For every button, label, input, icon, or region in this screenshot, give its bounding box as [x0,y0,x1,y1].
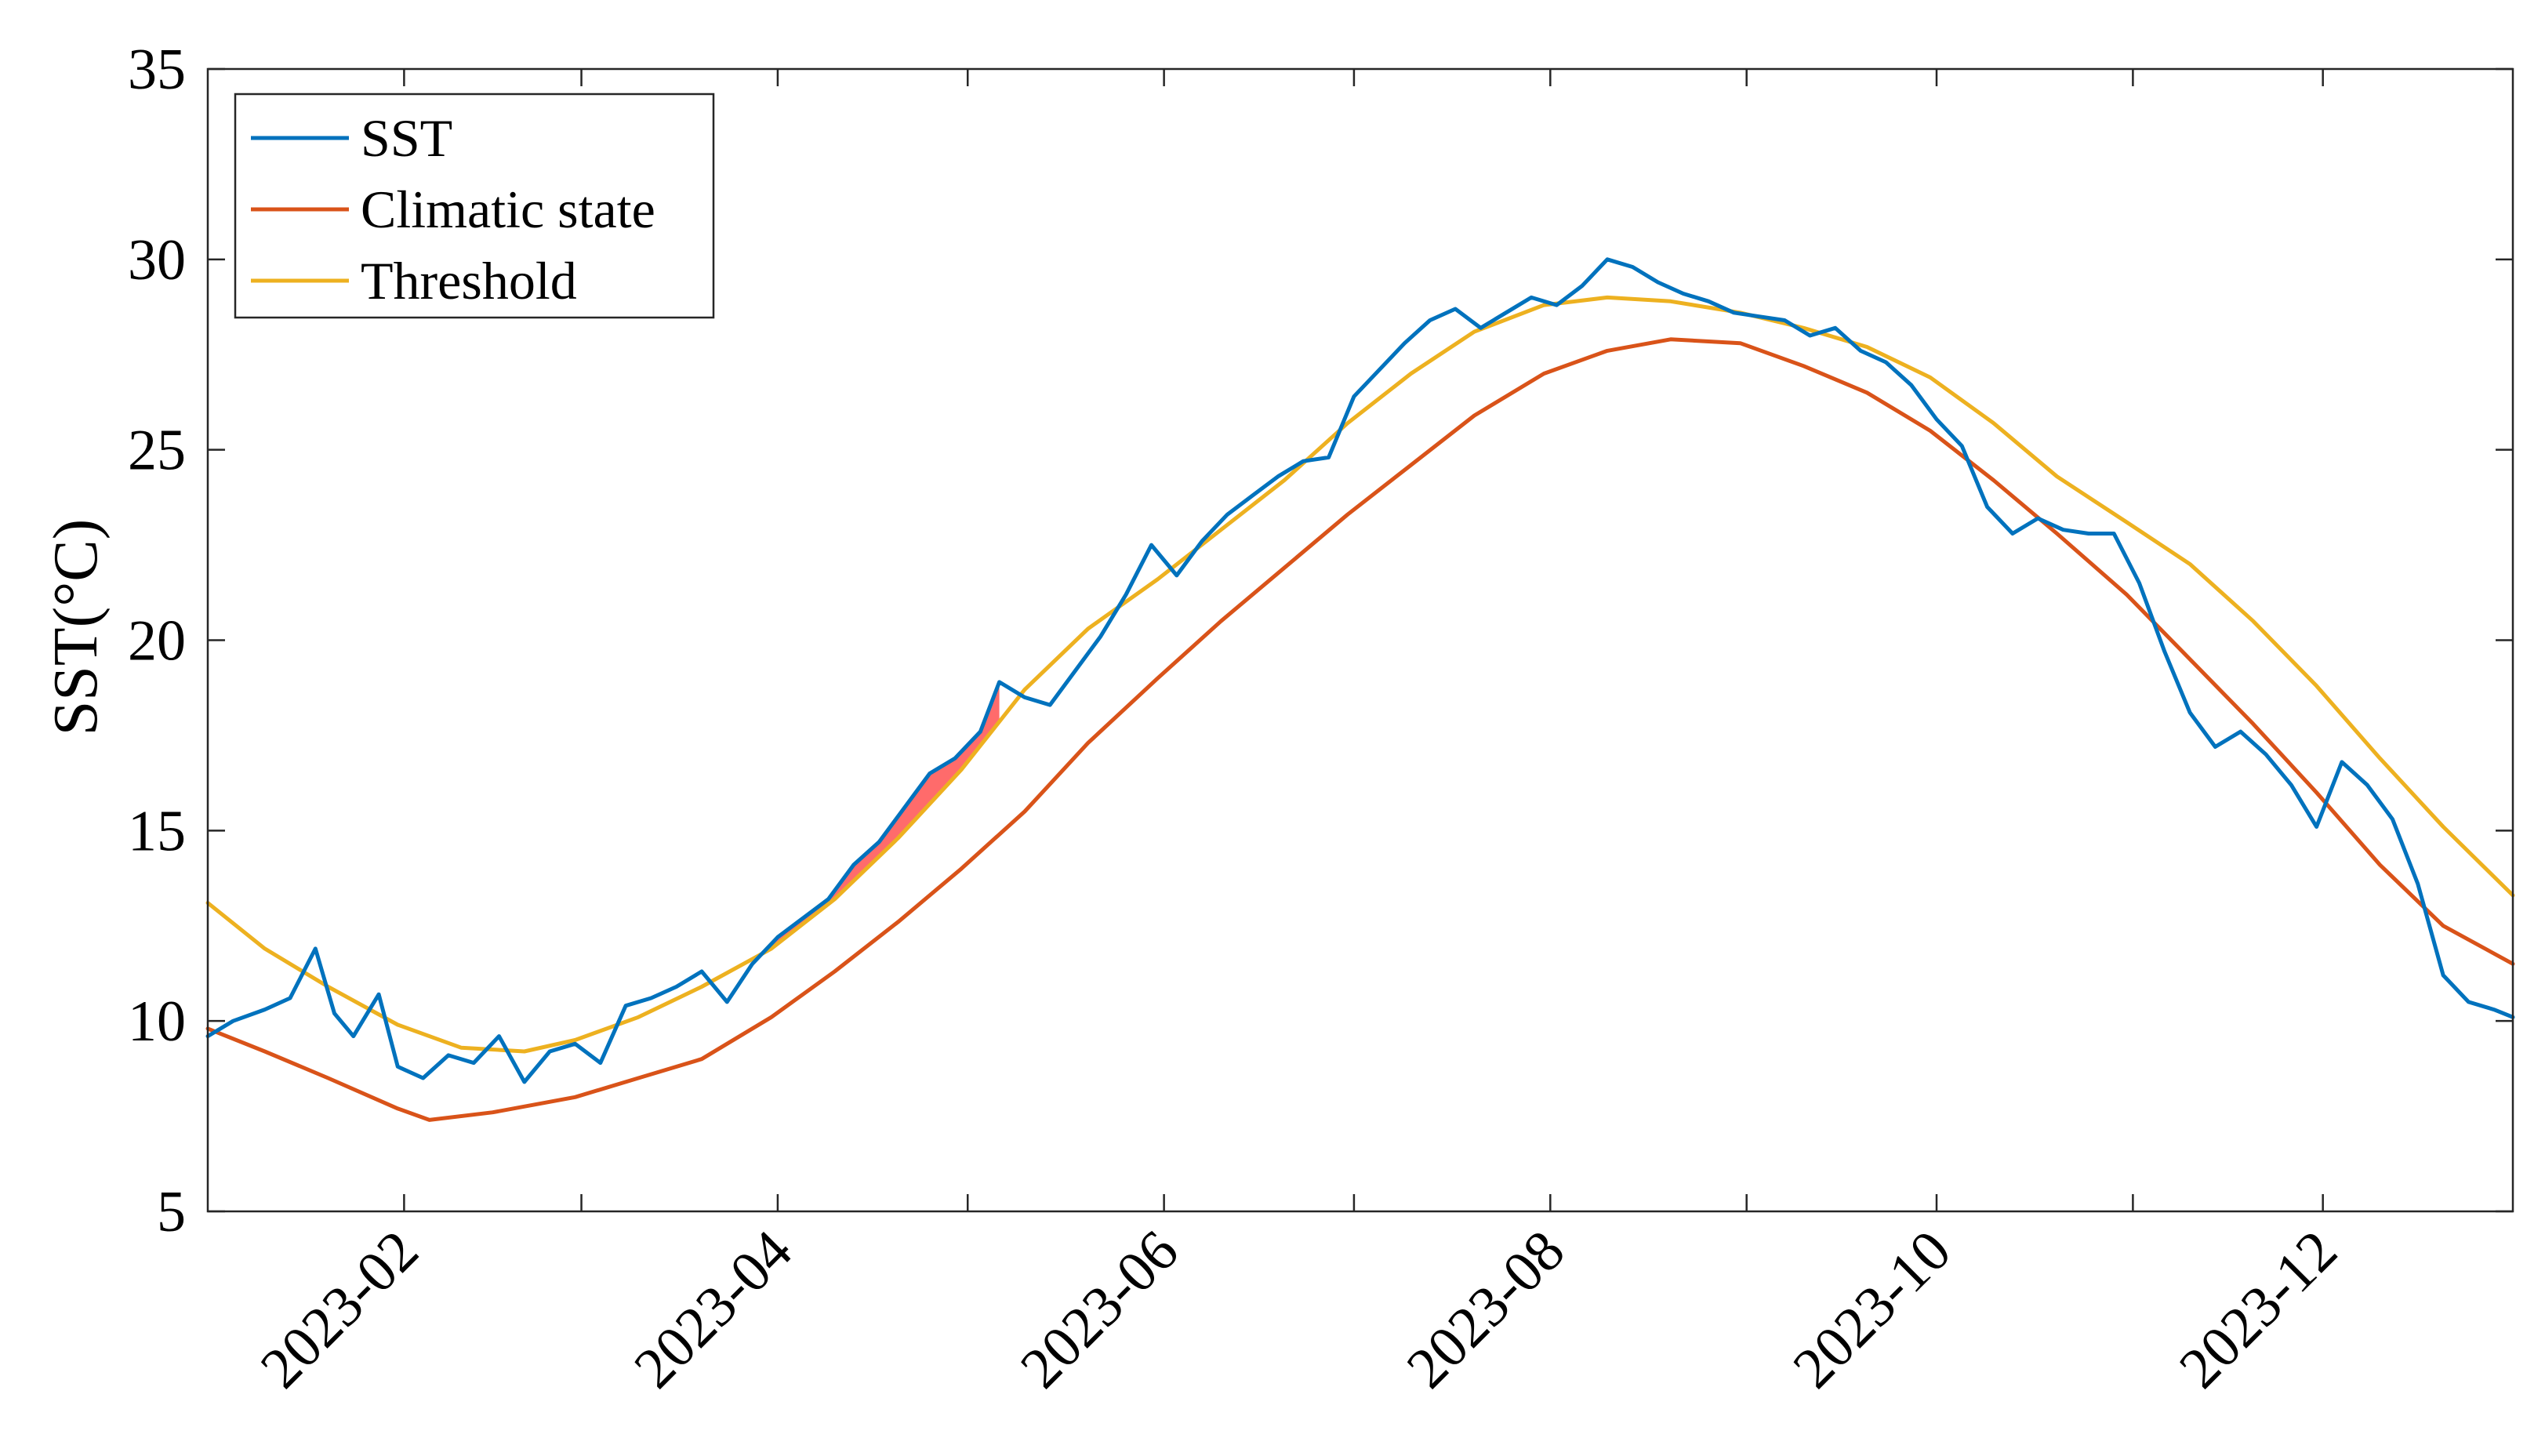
y-tick-label: 30 [128,228,186,292]
legend-label: Threshold [361,251,577,310]
x-tick-label: 2023-08 [1395,1218,1577,1400]
legend-label: Climatic state [361,180,655,239]
threshold-line [205,295,2515,1054]
series-lines-layer [205,257,2515,1122]
y-axis-title-group: SST(°C) [42,519,111,735]
x-tick-label: 2023-04 [623,1218,804,1400]
y-tick-label: 25 [128,419,186,483]
climatic-state-line [205,337,2515,1122]
y-tick-label: 20 [128,609,186,674]
y-tick-label: 10 [128,989,186,1054]
sst-line [205,257,2515,1084]
y-tick-label: 15 [128,799,186,863]
y-tick-label: 35 [128,38,186,102]
fill-layer [764,681,1000,953]
exceedance-area [764,681,1000,953]
legend-label: SST [361,108,452,168]
x-tick-label: 2023-02 [249,1218,430,1400]
x-tick-label: 2023-12 [2167,1218,2349,1400]
x-tick-label: 2023-10 [1781,1218,1963,1400]
y-tick-label: 5 [157,1180,186,1244]
y-axis-title: SST(°C) [42,519,111,735]
legend: SST Climatic state Threshold [234,93,715,319]
x-tick-label: 2023-06 [1008,1218,1190,1400]
